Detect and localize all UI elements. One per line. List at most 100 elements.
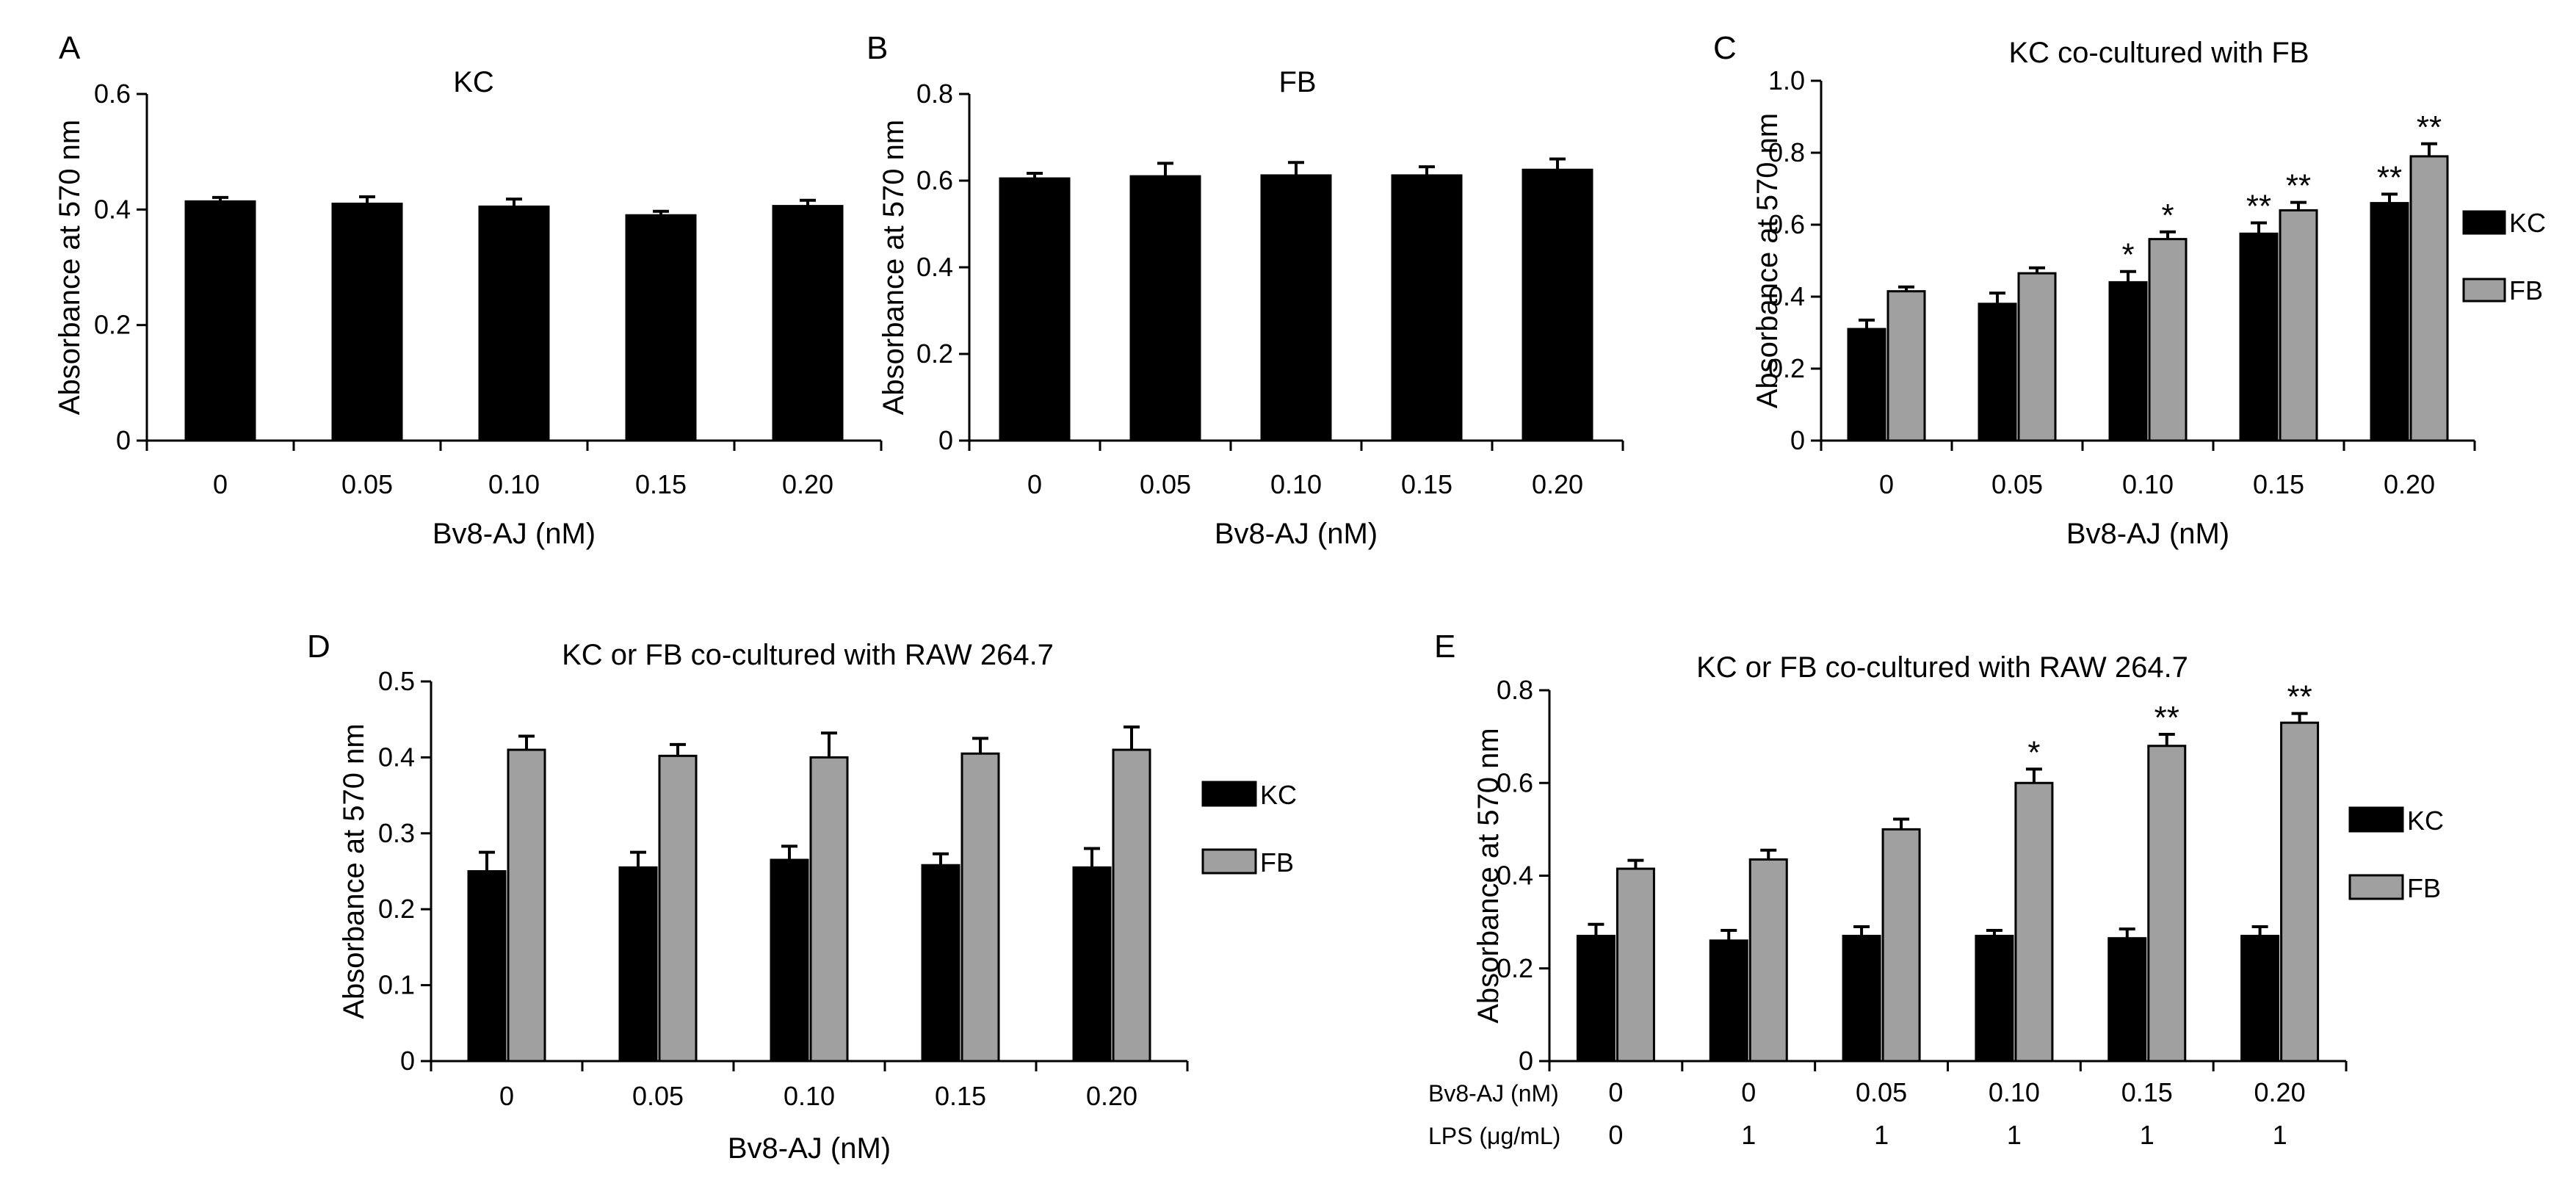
x-tick-label: 0	[1879, 469, 1894, 499]
y-tick-label: 0.8	[1768, 137, 1805, 167]
x-tick-label: 0.05	[341, 469, 393, 499]
legend-label-fb: FB	[2407, 873, 2441, 903]
bar-kc	[1842, 935, 1881, 1063]
bar-fb	[1112, 748, 1151, 1063]
significance-label: **	[2154, 700, 2179, 736]
bar-kc	[2240, 935, 2280, 1063]
bar-fb	[2279, 209, 2318, 442]
y-axis-label: Absorbance at 570 nm	[878, 120, 910, 415]
row-value: 1	[1741, 1120, 1756, 1150]
x-tick-label: 0.05	[1140, 469, 1191, 499]
bar-fb	[2148, 238, 2188, 442]
row-label: Bv8-AJ (nM)	[1428, 1080, 1559, 1107]
legend: KC FB	[1201, 780, 1297, 878]
y-tick-label: 0.2	[94, 310, 131, 340]
chart-panel-a: A KC 0 0.2 0.4 0.6 Absorbance at 570 nm 0 0.05 0.…	[54, 30, 883, 550]
bar-fb	[2014, 781, 2054, 1063]
bar-kc	[1847, 328, 1886, 442]
bar-fb	[1616, 867, 1655, 1063]
y-tick-label: 0.4	[1497, 861, 1533, 891]
legend-swatch-fb	[2462, 278, 2506, 303]
bar-fb	[507, 748, 546, 1063]
legend-label-kc: KC	[2407, 806, 2444, 836]
significance-label: **	[2246, 189, 2271, 225]
bar-kc	[467, 870, 507, 1063]
y-tick-label: 0.8	[1497, 675, 1533, 705]
row-value: 0.20	[2254, 1077, 2306, 1107]
x-tick-label: 0.15	[1401, 469, 1452, 499]
legend-swatch-fb	[2348, 874, 2404, 900]
x-tick-label: 0.20	[782, 469, 833, 499]
legend: KC FB	[2348, 806, 2444, 903]
bar-fb	[809, 756, 849, 1063]
y-tick-label: 0.2	[378, 894, 415, 924]
legend-label-kc: KC	[2509, 208, 2546, 238]
x-tick-label: 0.20	[1532, 469, 1583, 499]
y-tick-label: 0.3	[378, 818, 415, 848]
chart-title: KC co-cultured with FB	[2008, 37, 2309, 69]
row-value: 1	[2273, 1120, 2287, 1150]
y-tick-label: 0.6	[94, 79, 131, 109]
panel-letter: E	[1434, 629, 1455, 665]
chart-panel-c: C KC co-cultured with FB 0 0.2 0.4 0.6 0.8 1.0 A…	[1713, 30, 2546, 550]
y-tick-label: 0	[400, 1046, 415, 1076]
panel-letter: C	[1713, 30, 1737, 66]
bar-fb	[1391, 174, 1463, 442]
chart-panel-d: D KC or FB co-cultured with RAW 264.7 0 0.1…	[307, 629, 1297, 1165]
y-tick-label: 0.2	[1768, 353, 1805, 383]
bar-fb	[658, 754, 698, 1063]
row-value: 0.10	[1989, 1077, 2040, 1107]
bar-kc	[2239, 232, 2279, 442]
significance-label: *	[2121, 237, 2134, 273]
bar-fb	[999, 177, 1071, 442]
y-tick-label: 0	[1790, 425, 1805, 455]
bar-fb	[960, 752, 1000, 1063]
bar-kc	[770, 858, 809, 1063]
bar-fb	[1522, 168, 1593, 442]
x-axis-label: Bv8-AJ (nM)	[433, 518, 596, 550]
legend-label-kc: KC	[1260, 780, 1297, 810]
significance-label: **	[2286, 168, 2311, 204]
y-tick-label: 0	[938, 425, 953, 455]
legend-swatch-kc	[1201, 781, 1257, 807]
chart-title: KC or FB co-cultured with RAW 264.7	[1696, 651, 2188, 684]
y-axis-label: Absorbance at 570 nm	[1751, 113, 1784, 408]
legend-swatch-kc	[2348, 806, 2404, 833]
bar-fb	[1260, 174, 1332, 442]
x-tick-label: 0.15	[635, 469, 687, 499]
bar-kc	[478, 205, 550, 442]
row-value: 1	[2007, 1120, 2022, 1150]
x-tick-label: 0.20	[2384, 469, 2435, 499]
row-label: LPS (μg/mL)	[1428, 1123, 1560, 1149]
legend-label-fb: FB	[2509, 275, 2543, 305]
bar-kc	[772, 205, 844, 442]
chart-title: FB	[1278, 66, 1316, 98]
x-tick-label: 0.10	[1270, 469, 1322, 499]
bar-fb	[2280, 721, 2320, 1063]
bar-kc	[1709, 939, 1748, 1063]
y-tick-label: 0	[116, 425, 131, 455]
bar-kc	[2370, 202, 2409, 442]
bar-kc	[618, 866, 658, 1063]
row-value: 1	[2140, 1120, 2154, 1150]
chart-panel-e: E KC or FB co-cultured with RAW 264.7 0 0.2…	[1428, 629, 2444, 1150]
panel-letter: B	[866, 30, 888, 66]
chart-title: KC	[453, 66, 494, 98]
y-tick-label: 0.1	[378, 970, 415, 1000]
bar-kc	[921, 864, 960, 1063]
row-value: 1	[1874, 1120, 1889, 1150]
panel-letter: D	[307, 629, 330, 665]
bar-fb	[2409, 155, 2449, 442]
y-tick-label: 0.4	[1768, 281, 1805, 311]
y-tick-label: 0.6	[1497, 767, 1533, 797]
x-tick-label: 0.20	[1086, 1081, 1137, 1111]
bar-kc	[184, 200, 256, 442]
y-tick-label: 1.0	[1768, 65, 1805, 95]
bar-fb	[2017, 272, 2057, 442]
bar-kc	[1576, 935, 1616, 1063]
bar-fb	[1129, 175, 1201, 442]
y-tick-label: 0.6	[1768, 209, 1805, 239]
